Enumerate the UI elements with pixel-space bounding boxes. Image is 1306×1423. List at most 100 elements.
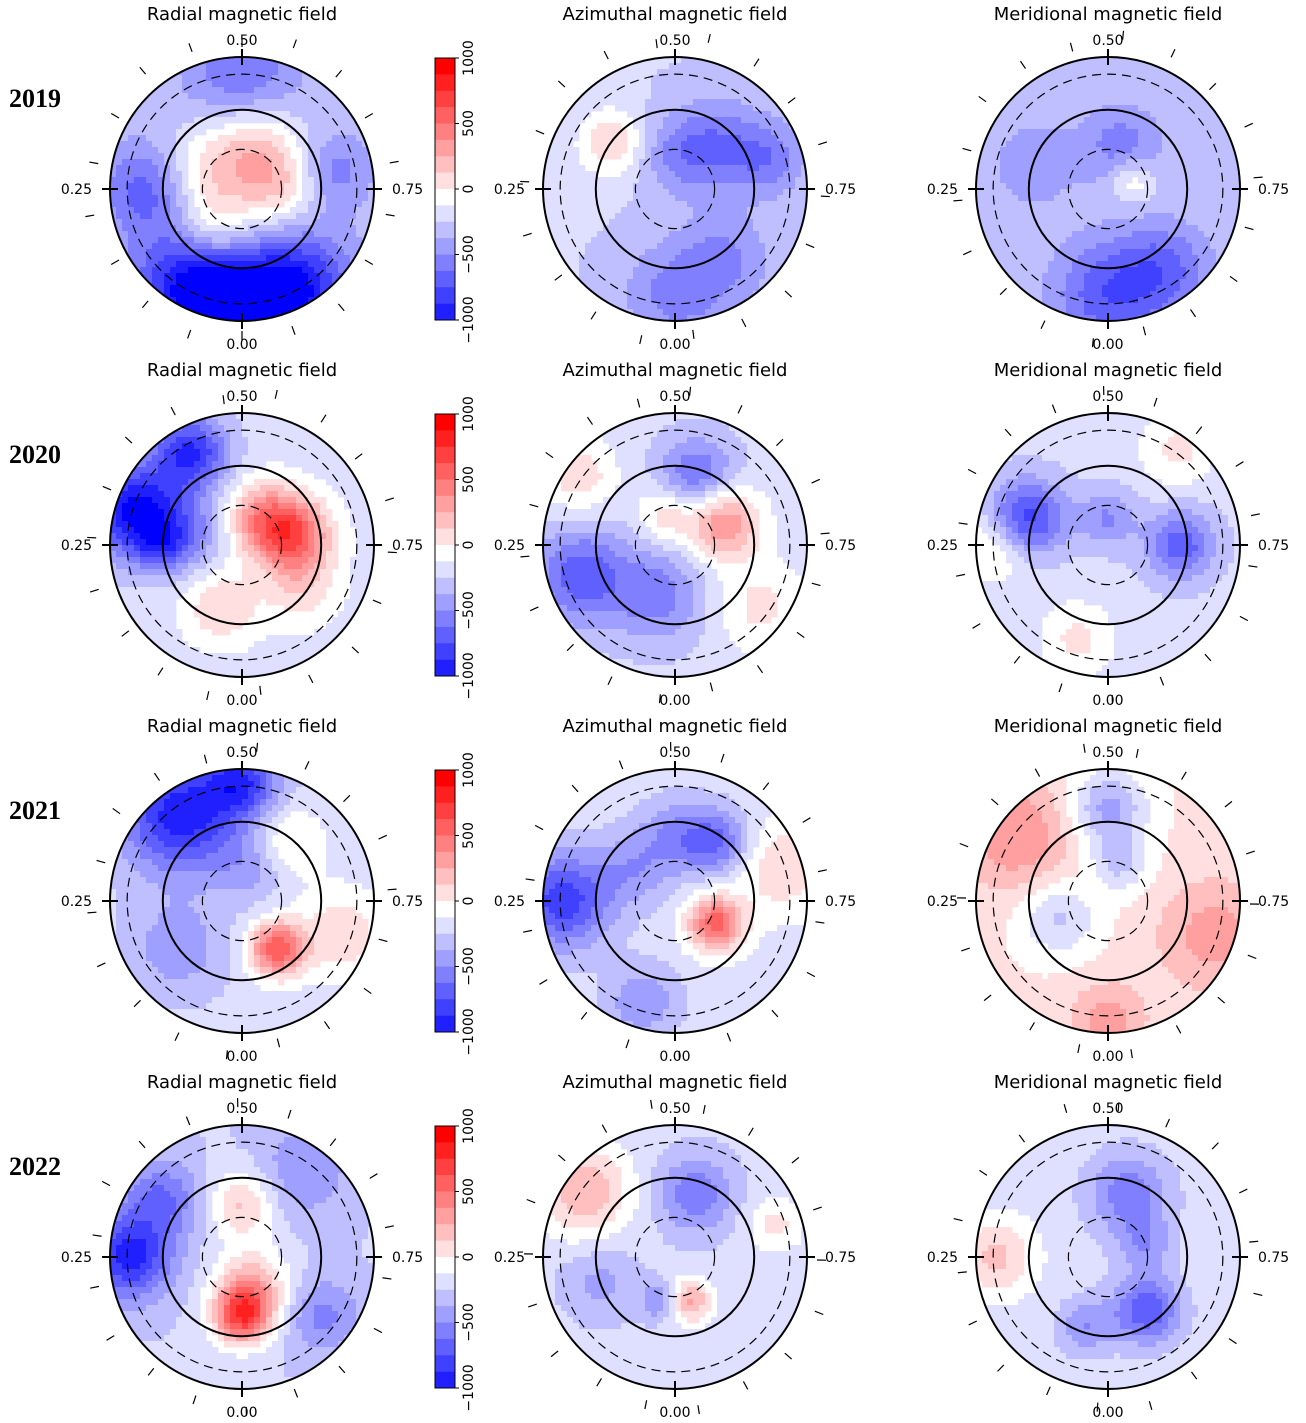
- field-cell: [1054, 75, 1061, 82]
- field-cell: [1114, 123, 1121, 130]
- field-cell: [248, 285, 255, 292]
- field-cell: [182, 303, 189, 310]
- field-cell: [663, 147, 670, 154]
- field-cell: [687, 93, 694, 100]
- field-cell: [1078, 117, 1085, 124]
- field-cell: [1180, 123, 1187, 130]
- field-cell: [1102, 309, 1109, 316]
- field-cell: [1000, 243, 1007, 250]
- field-cell: [651, 57, 658, 64]
- field-cell: [699, 219, 706, 226]
- field-cell: [645, 135, 652, 142]
- field-cell: [230, 303, 237, 310]
- field-cell: [1210, 111, 1217, 118]
- field-cell: [164, 231, 171, 238]
- field-cell: [723, 231, 730, 238]
- field-cell: [1012, 129, 1019, 136]
- field-cell: [1114, 279, 1121, 286]
- field-cell: [669, 63, 676, 70]
- field-cell: [1150, 225, 1157, 232]
- field-cell: [194, 207, 201, 214]
- field-cell: [188, 231, 195, 238]
- field-cell: [194, 75, 201, 82]
- field-cell: [783, 153, 790, 160]
- field-cell: [711, 303, 718, 310]
- field-cell: [699, 99, 706, 106]
- field-cell: [1096, 153, 1103, 160]
- field-cell: [675, 165, 682, 172]
- field-cell: [1168, 231, 1175, 238]
- field-cell: [362, 201, 369, 208]
- field-cell: [1054, 249, 1061, 256]
- field-cell: [122, 587, 129, 594]
- field-cell: [1174, 195, 1181, 202]
- field-cell: [1000, 249, 1007, 256]
- field-cell: [1078, 75, 1085, 82]
- field-cell: [254, 171, 261, 178]
- field-cell: [1180, 117, 1187, 124]
- field-cell: [212, 147, 219, 154]
- field-cell: [1096, 213, 1103, 220]
- field-cell: [735, 105, 742, 112]
- field-cell: [976, 165, 983, 172]
- field-cell: [699, 189, 706, 196]
- field-cell: [1096, 267, 1103, 274]
- field-cell: [765, 273, 772, 280]
- field-cell: [735, 153, 742, 160]
- field-cell: [591, 261, 598, 268]
- field-cell: [723, 117, 730, 124]
- field-cell: [717, 279, 724, 286]
- field-cell: [651, 225, 658, 232]
- field-cell: [729, 153, 736, 160]
- field-cell: [152, 189, 159, 196]
- field-cell: [573, 129, 580, 136]
- field-cell: [1216, 255, 1223, 262]
- field-cell: [645, 165, 652, 172]
- field-cell: [224, 243, 231, 250]
- field-cell: [723, 297, 730, 304]
- field-cell: [1162, 93, 1169, 100]
- field-cell: [320, 129, 327, 136]
- field-cell: [1126, 135, 1133, 142]
- field-cell: [549, 141, 556, 148]
- field-cell: [296, 135, 303, 142]
- field-cell: [1210, 159, 1217, 166]
- field-cell: [1162, 231, 1169, 238]
- field-cell: [651, 141, 658, 148]
- field-cell: [218, 189, 225, 196]
- field-cell: [693, 183, 700, 190]
- field-cell: [1114, 153, 1121, 160]
- field-cell: [982, 189, 989, 196]
- field-cell: [609, 261, 616, 268]
- field-cell: [350, 219, 357, 226]
- field-cell: [1156, 93, 1163, 100]
- field-cell: [561, 231, 568, 238]
- field-cell: [128, 485, 135, 492]
- field-cell: [561, 189, 568, 196]
- field-cell: [579, 213, 586, 220]
- field-cell: [296, 111, 303, 118]
- field-cell: [669, 201, 676, 208]
- field-cell: [176, 285, 183, 292]
- field-cell: [182, 99, 189, 106]
- field-cell: [1156, 81, 1163, 88]
- field-cell: [1102, 123, 1109, 130]
- field-cell: [603, 129, 610, 136]
- field-cell: [140, 159, 147, 166]
- field-cell: [1048, 231, 1055, 238]
- field-cell: [1036, 201, 1043, 208]
- field-cell: [164, 171, 171, 178]
- field-cell: [621, 297, 628, 304]
- field-cell: [1180, 255, 1187, 262]
- field-cell: [1054, 243, 1061, 250]
- field-cell: [296, 219, 303, 226]
- field-cell: [242, 57, 249, 64]
- field-cell: [1162, 81, 1169, 88]
- field-cell: [1216, 141, 1223, 148]
- field-cell: [1060, 159, 1067, 166]
- field-cell: [146, 159, 153, 166]
- field-cell: [188, 207, 195, 214]
- field-cell: [1126, 93, 1133, 100]
- field-cell: [182, 153, 189, 160]
- field-cell: [1144, 291, 1151, 298]
